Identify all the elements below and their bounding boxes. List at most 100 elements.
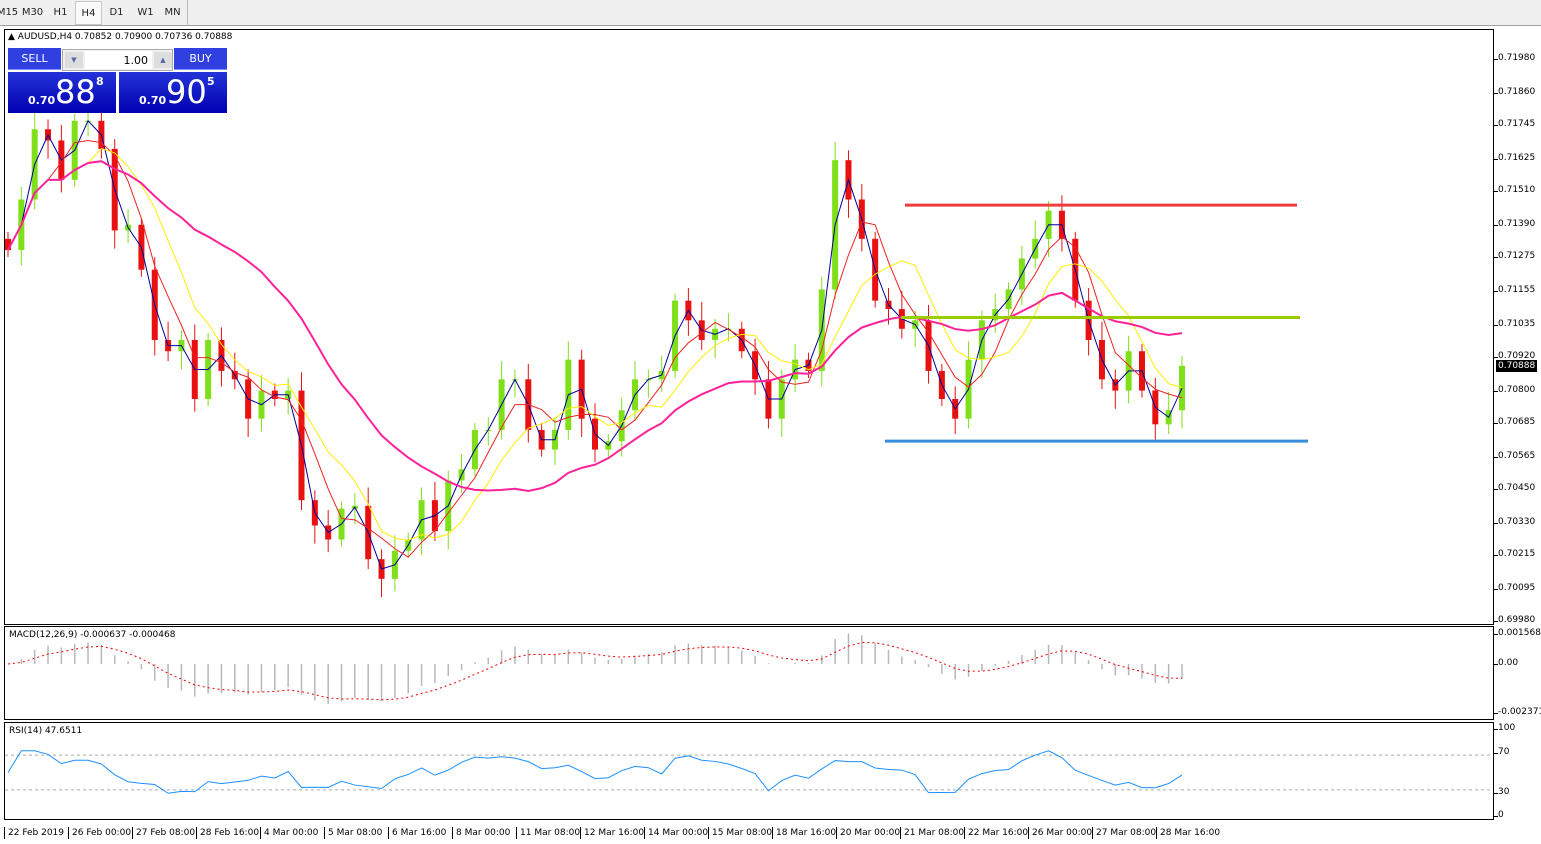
y-axis-label: 0.71625	[1498, 152, 1536, 163]
lot-size-stepper: ▼ ▲	[62, 49, 173, 71]
toolbar-separator	[187, 0, 188, 26]
rsi-axis-label: 0	[1498, 810, 1504, 820]
y-axis-label: 0.70095	[1498, 582, 1536, 593]
y-axis-label: 0.71860	[1498, 86, 1536, 97]
y-axis-tick	[1494, 158, 1498, 160]
timeframe-h1[interactable]: H1	[53, 7, 68, 18]
sell-price-fraction: 8	[96, 75, 104, 88]
macd-panel[interactable]	[4, 626, 1494, 720]
buy-price-pips: 90	[166, 73, 207, 111]
rsi-axis-label: 70	[1498, 747, 1510, 757]
x-axis-label: 15 Mar 08:00	[708, 827, 772, 839]
buy-price-fraction: 5	[207, 75, 215, 88]
x-axis-label: 27 Feb 08:00	[132, 827, 195, 839]
collapse-triangle-icon[interactable]: ▲	[8, 32, 15, 42]
x-axis-label: 20 Mar 00:00	[836, 827, 900, 839]
y-axis-tick	[1494, 456, 1498, 458]
y-axis-tick	[1494, 224, 1498, 226]
y-axis-label: 0.71745	[1498, 119, 1536, 130]
rsi-axis-tick	[1494, 753, 1498, 754]
timeframe-d1[interactable]: D1	[109, 7, 124, 18]
y-axis-label: 0.70565	[1498, 450, 1536, 461]
x-axis-label: 27 Mar 08:00	[1092, 827, 1156, 839]
timeframe-h4[interactable]: H4	[75, 1, 102, 25]
macd-axis-tick	[1494, 713, 1498, 714]
macd-signal-line	[7, 641, 1183, 701]
x-axis-label: 28 Feb 16:00	[196, 827, 259, 839]
y-axis-label: 0.71275	[1498, 251, 1536, 262]
y-axis-tick	[1494, 621, 1498, 622]
y-axis-label: 0.70215	[1498, 548, 1536, 559]
timeframe-w1[interactable]: W1	[137, 7, 154, 18]
x-axis-label: 11 Mar 08:00	[516, 827, 580, 839]
y-axis-tick	[1494, 356, 1498, 358]
x-axis-label: 28 Mar 16:00	[1156, 827, 1220, 839]
y-axis-label: 0.70450	[1498, 482, 1536, 493]
y-axis-tick	[1494, 324, 1498, 326]
rsi-axis-label: 100	[1498, 723, 1516, 733]
x-axis-label: 22 Mar 16:00	[964, 827, 1028, 839]
ma-long-line	[7, 160, 1183, 492]
x-axis-label: 6 Mar 16:00	[388, 827, 446, 839]
x-axis-label: 8 Mar 00:00	[452, 827, 510, 839]
x-axis-label: 26 Feb 00:00	[68, 827, 131, 839]
x-axis-label: 21 Mar 08:00	[900, 827, 964, 839]
x-axis-label: 22 Feb 2019	[4, 827, 64, 839]
y-axis-tick	[1494, 125, 1498, 127]
x-axis-label: 4 Mar 00:00	[260, 827, 318, 839]
rsi-axis-tick	[1494, 793, 1498, 794]
timeframe-m15[interactable]: M15	[0, 7, 19, 18]
y-axis-label: 0.70800	[1498, 384, 1536, 395]
timeframe-mn[interactable]: MN	[164, 7, 181, 18]
y-axis-label: 0.69980	[1498, 615, 1536, 625]
y-axis-tick	[1494, 257, 1498, 259]
macd-axis-label: -0.002371	[1498, 707, 1541, 717]
y-axis-tick	[1494, 59, 1498, 60]
sell-price-prefix: 0.70	[28, 94, 56, 107]
y-axis-tick	[1494, 92, 1498, 94]
y-axis-label: 0.71510	[1498, 185, 1536, 196]
macd-axis-label: 0.001568	[1498, 628, 1541, 638]
y-axis-tick	[1494, 422, 1498, 424]
y-axis-label: 0.71035	[1498, 318, 1536, 329]
symbol-ohlc: AUDUSD,H4 0.70852 0.70900 0.70736 0.7088…	[17, 32, 233, 42]
lot-size-input[interactable]	[85, 51, 152, 69]
y-axis-tick	[1494, 488, 1498, 490]
y-axis-label: 0.70330	[1498, 516, 1536, 527]
macd-axis-tick	[1494, 634, 1498, 635]
y-axis-label: 0.71980	[1498, 53, 1536, 63]
sell-button[interactable]: SELL	[8, 48, 61, 70]
current-price-marker: 0.70888	[1496, 359, 1538, 372]
x-axis-label: 14 Mar 00:00	[644, 827, 708, 839]
price-chart-panel[interactable]	[4, 29, 1494, 625]
y-axis-tick	[1494, 390, 1498, 392]
symbol-info: ▲ AUDUSD,H4 0.70852 0.70900 0.70736 0.70…	[8, 32, 232, 42]
rsi-label: RSI(14) 47.6511	[9, 726, 83, 736]
timeframe-m30[interactable]: M30	[21, 7, 44, 18]
increase-lot-icon[interactable]: ▲	[154, 52, 172, 68]
buy-price[interactable]: 0.70 90 5	[119, 72, 227, 113]
y-axis-label: 0.70685	[1498, 416, 1536, 427]
rsi-axis-tick	[1494, 816, 1498, 817]
decrease-lot-icon[interactable]: ▼	[65, 52, 83, 68]
timeframe-toolbar	[0, 0, 1541, 26]
sell-price-pips: 88	[55, 73, 96, 111]
x-axis-label: 12 Mar 16:00	[580, 827, 644, 839]
buy-price-prefix: 0.70	[139, 94, 167, 107]
ma-slow-line	[7, 147, 1183, 541]
bear-candle	[5, 238, 11, 251]
y-axis-label: 0.71390	[1498, 218, 1536, 229]
macd-label: MACD(12,26,9) -0.000637 -0.000468	[9, 630, 176, 640]
one-click-trading-panel: SELL ▼ ▲ BUY 0.70 88 8 0.70 90 5	[8, 48, 227, 113]
buy-button[interactable]: BUY	[174, 48, 227, 70]
y-axis-label: 0.71155	[1498, 284, 1536, 295]
rsi-axis-tick	[1494, 729, 1498, 730]
y-axis-tick	[1494, 290, 1498, 292]
macd-axis-tick	[1494, 664, 1498, 665]
sell-price[interactable]: 0.70 88 8	[8, 72, 116, 113]
x-axis-label: 26 Mar 00:00	[1028, 827, 1092, 839]
x-axis-label: 5 Mar 08:00	[324, 827, 382, 839]
y-axis-tick	[1494, 588, 1498, 590]
ma-fast-line	[7, 119, 1183, 570]
